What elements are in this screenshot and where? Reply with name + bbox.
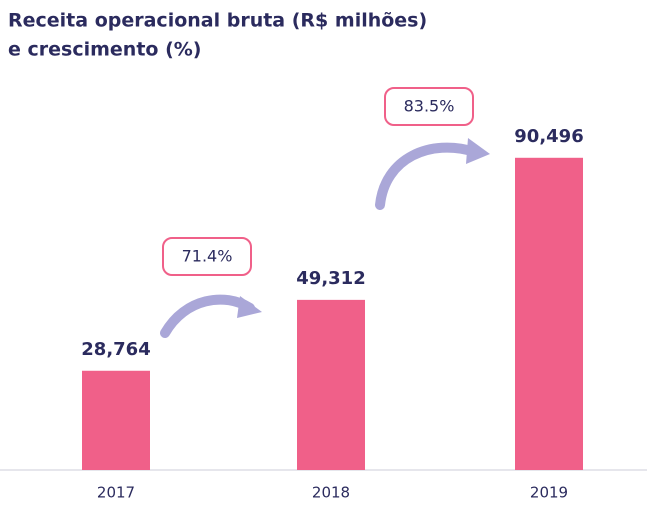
- x-tick-label: 2017: [97, 484, 135, 502]
- value-label: 28,764: [81, 339, 150, 360]
- growth-box: [162, 237, 252, 276]
- growth-arrow-head: [466, 138, 490, 164]
- growth-label: 71.4%: [182, 247, 233, 266]
- x-tick-label: 2019: [530, 484, 568, 502]
- value-label: 49,312: [296, 268, 365, 289]
- value-label: 90,496: [514, 126, 583, 147]
- growth-box: [384, 87, 474, 126]
- chart-title: e crescimento (%): [8, 39, 201, 61]
- chart-title: Receita operacional bruta (R$ milhões): [8, 10, 427, 32]
- growth-arrow-head: [237, 296, 262, 318]
- growth-arrow: [375, 142, 480, 210]
- bar: [515, 157, 583, 470]
- x-tick-label: 2018: [312, 484, 350, 502]
- bar: [82, 370, 150, 470]
- bar: [297, 299, 365, 470]
- growth-label: 83.5%: [404, 97, 455, 116]
